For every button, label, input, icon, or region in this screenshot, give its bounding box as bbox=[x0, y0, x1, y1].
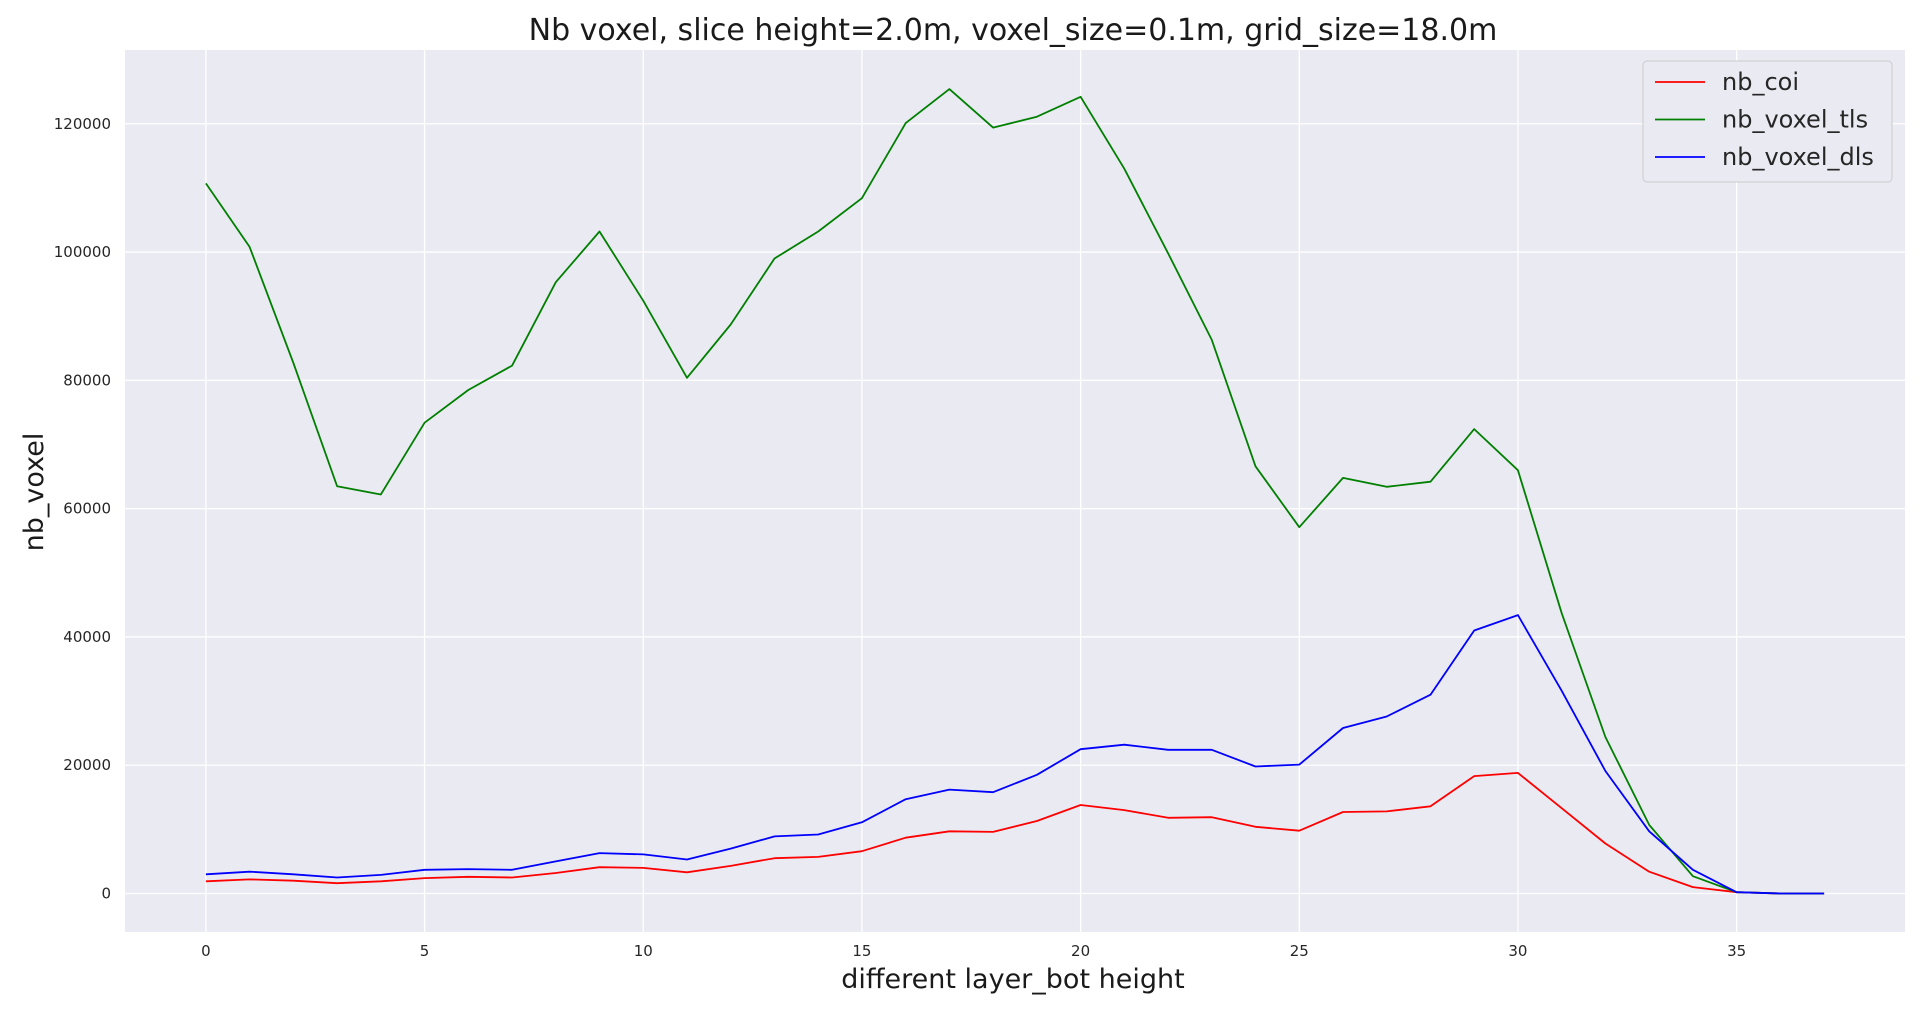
legend-label: nb_coi bbox=[1722, 68, 1799, 96]
y-tick-label: 20000 bbox=[63, 756, 111, 774]
x-tick-label: 0 bbox=[201, 942, 211, 960]
y-tick-label: 40000 bbox=[63, 628, 111, 646]
legend: nb_coi nb_voxel_tls nb_voxel_dls bbox=[1642, 60, 1893, 183]
y-tick-label: 120000 bbox=[54, 115, 111, 133]
series-line-nb_voxel_dls bbox=[205, 614, 1825, 895]
plot-background bbox=[125, 50, 1905, 932]
y-tick-label: 0 bbox=[101, 885, 111, 903]
series-lines bbox=[205, 88, 1825, 895]
grid-lines bbox=[125, 50, 1905, 932]
series-line-nb_coi bbox=[205, 772, 1825, 895]
legend-label: nb_voxel_dls bbox=[1722, 143, 1874, 171]
y-tick-label: 80000 bbox=[63, 371, 111, 389]
legend-box bbox=[1642, 60, 1893, 183]
x-tick-label: 25 bbox=[1290, 942, 1309, 960]
legend-label: nb_voxel_tls bbox=[1722, 106, 1868, 134]
x-tick-label: 30 bbox=[1508, 942, 1527, 960]
y-tick-label: 60000 bbox=[63, 500, 111, 518]
chart-title: Nb voxel, slice height=2.0m, voxel_size=… bbox=[529, 13, 1498, 48]
x-tick-label: 35 bbox=[1727, 942, 1746, 960]
x-tick-label: 5 bbox=[420, 942, 430, 960]
y-tick-label: 100000 bbox=[54, 243, 111, 261]
series-line-nb_voxel_tls bbox=[205, 88, 1825, 895]
y-axis-label: nb_voxel bbox=[19, 433, 50, 552]
x-tick-label: 15 bbox=[852, 942, 871, 960]
x-axis-label: different layer_bot height bbox=[841, 964, 1184, 995]
x-tick-label: 10 bbox=[634, 942, 653, 960]
x-tick-label: 20 bbox=[1071, 942, 1090, 960]
tick-labels: 0 5 10 15 20 25 30 35 0 20000 40000 60000 80000 10000… bbox=[54, 115, 1746, 960]
